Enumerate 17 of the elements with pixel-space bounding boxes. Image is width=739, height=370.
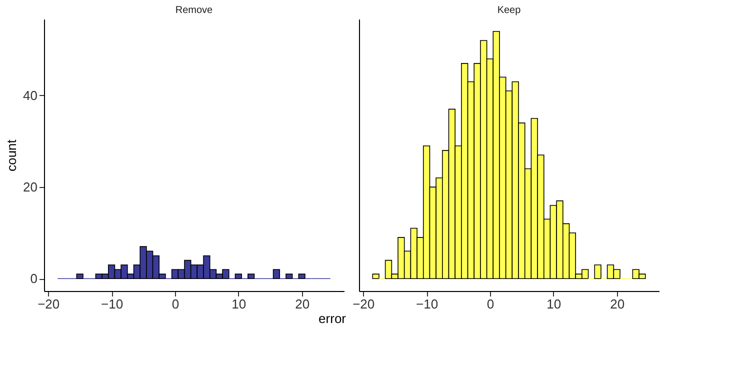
x-tick-label: −10: [101, 296, 124, 312]
y-tick-label: 20: [23, 180, 38, 195]
chart-title: Keep: [497, 5, 522, 16]
x-tick-label: 20: [610, 296, 625, 312]
x-tick-label: 0: [486, 296, 494, 312]
x-tick-label: 10: [232, 296, 246, 312]
y-tick-label: 40: [23, 88, 38, 103]
x-tick-label: 10: [546, 296, 562, 312]
x-tick-label: −20: [352, 296, 375, 312]
x-axis-title: error: [318, 311, 347, 326]
x-tick-label: 0: [172, 296, 180, 312]
x-tick-label: −10: [416, 296, 438, 312]
x-tick-label: −20: [38, 296, 60, 312]
x-tick-label: 20: [295, 296, 310, 312]
y-axis-title: count: [4, 139, 20, 172]
y-tick-label: 0: [30, 271, 38, 286]
chart-title: Remove: [175, 5, 214, 16]
